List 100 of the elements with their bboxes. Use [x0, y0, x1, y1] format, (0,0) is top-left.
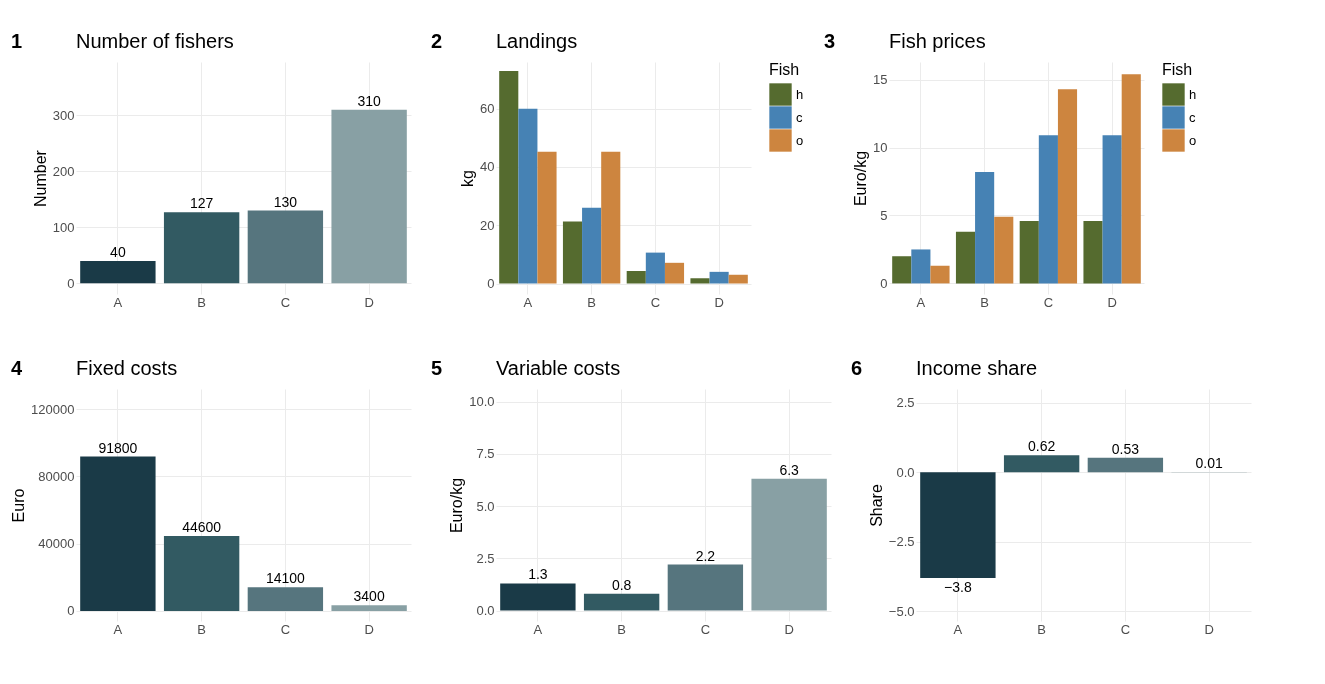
text: 4 [11, 357, 23, 379]
bar [601, 151, 621, 284]
bar [582, 207, 602, 284]
x-tick-label: A [916, 294, 926, 310]
x-tick-label: C [700, 621, 711, 637]
legend-label: c [796, 109, 803, 125]
data-label: 91800 [98, 439, 138, 456]
y-tick-label: 2.5 [896, 395, 915, 411]
y-tick-label: 15 [873, 72, 888, 88]
bar [751, 478, 827, 611]
y-tick-label: 40000 [38, 536, 75, 552]
data-label: 40 [110, 243, 126, 260]
bar [331, 109, 407, 284]
x-tick-label: D [364, 294, 374, 310]
legend-label: h [796, 86, 804, 102]
legend-label: o [1189, 132, 1197, 148]
y-tick-label: 0 [67, 603, 75, 619]
y-tick-label: 5.0 [476, 498, 495, 514]
data-label: 0.01 [1195, 455, 1223, 472]
bar [247, 210, 324, 284]
bar [1019, 220, 1039, 284]
data-label: 14100 [265, 570, 306, 587]
chart-title: Income share [916, 357, 1038, 379]
x-tick-label: D [1204, 621, 1214, 637]
x-tick-label: A [523, 294, 533, 310]
bar [1003, 455, 1080, 473]
bar [1102, 135, 1122, 284]
y-tick-label: 300 [52, 107, 75, 123]
data-label: 0.62 [1028, 438, 1056, 455]
bar [562, 221, 583, 284]
legend-title: Fish [769, 61, 800, 78]
legend-label: c [1189, 109, 1196, 125]
bar [80, 260, 156, 284]
bar [667, 564, 744, 611]
x-tick-label: C [280, 294, 291, 310]
y-tick-label: 20 [480, 217, 495, 233]
y-tick-label: 10.0 [469, 394, 495, 410]
y-tick-label: 0.0 [896, 464, 915, 480]
bar [1121, 74, 1141, 284]
x-tick-label: A [953, 621, 963, 637]
bar [518, 108, 538, 284]
bar [920, 472, 996, 578]
x-tick-label: B [617, 621, 626, 637]
bar [955, 231, 976, 284]
text: 5 [431, 357, 443, 379]
y-tick-label: 7.5 [476, 446, 495, 462]
y-axis-title: Number [31, 149, 49, 207]
chart-title: Landings [496, 30, 578, 52]
x-tick-label: A [533, 621, 543, 637]
bar [163, 535, 240, 611]
bar [1038, 135, 1058, 284]
y-tick-label: 2.5 [476, 550, 495, 566]
y-tick-label: 80000 [38, 468, 75, 484]
data-label: 3400 [353, 588, 385, 605]
legend-label: o [796, 132, 804, 148]
bar [664, 262, 685, 284]
x-tick-label: C [650, 294, 661, 310]
y-tick-label: 0.0 [476, 603, 495, 619]
legend-label: h [1189, 86, 1197, 102]
chart-title: Variable costs [496, 357, 621, 379]
bar [709, 271, 729, 284]
data-label: 0.53 [1111, 440, 1140, 457]
bar [930, 265, 950, 284]
y-tick-label: 0 [880, 275, 888, 291]
bar [247, 587, 324, 611]
bar [499, 71, 519, 284]
y-tick-label: 120000 [31, 401, 75, 417]
x-tick-label: D [784, 621, 794, 637]
legend-title: Fish [1162, 61, 1193, 78]
bar [1087, 457, 1164, 473]
chart-title: Fixed costs [76, 357, 178, 379]
data-label: 130 [273, 193, 298, 210]
data-label: 310 [357, 92, 382, 109]
x-tick-label: A [113, 294, 123, 310]
y-axis-title: Euro/kg [852, 150, 870, 207]
x-tick-label: C [280, 621, 291, 637]
y-axis-title: Share [867, 484, 885, 527]
y-tick-label: 10 [873, 140, 888, 156]
bar [892, 256, 912, 284]
chart-title: Fish prices [889, 30, 986, 52]
data-label: 127 [189, 195, 214, 212]
x-tick-label: D [364, 621, 374, 637]
text: 3 [824, 30, 836, 52]
y-tick-label: 0 [487, 276, 495, 292]
bar [728, 274, 748, 284]
x-tick-label: B [980, 294, 989, 310]
y-axis-title: Euro/kg [448, 477, 466, 534]
x-tick-label: B [1037, 621, 1046, 637]
data-label: 2.2 [695, 547, 716, 564]
bar [994, 216, 1014, 284]
x-tick-label: D [714, 294, 724, 310]
bar [163, 212, 240, 284]
x-tick-label: B [197, 294, 206, 310]
text: 6 [851, 357, 863, 379]
y-axis-title: kg [459, 170, 477, 187]
bar [537, 151, 557, 284]
y-tick-label: −2.5 [888, 534, 915, 550]
x-tick-label: B [587, 294, 596, 310]
x-tick-label: D [1107, 294, 1117, 310]
y-tick-label: 5 [880, 207, 888, 223]
